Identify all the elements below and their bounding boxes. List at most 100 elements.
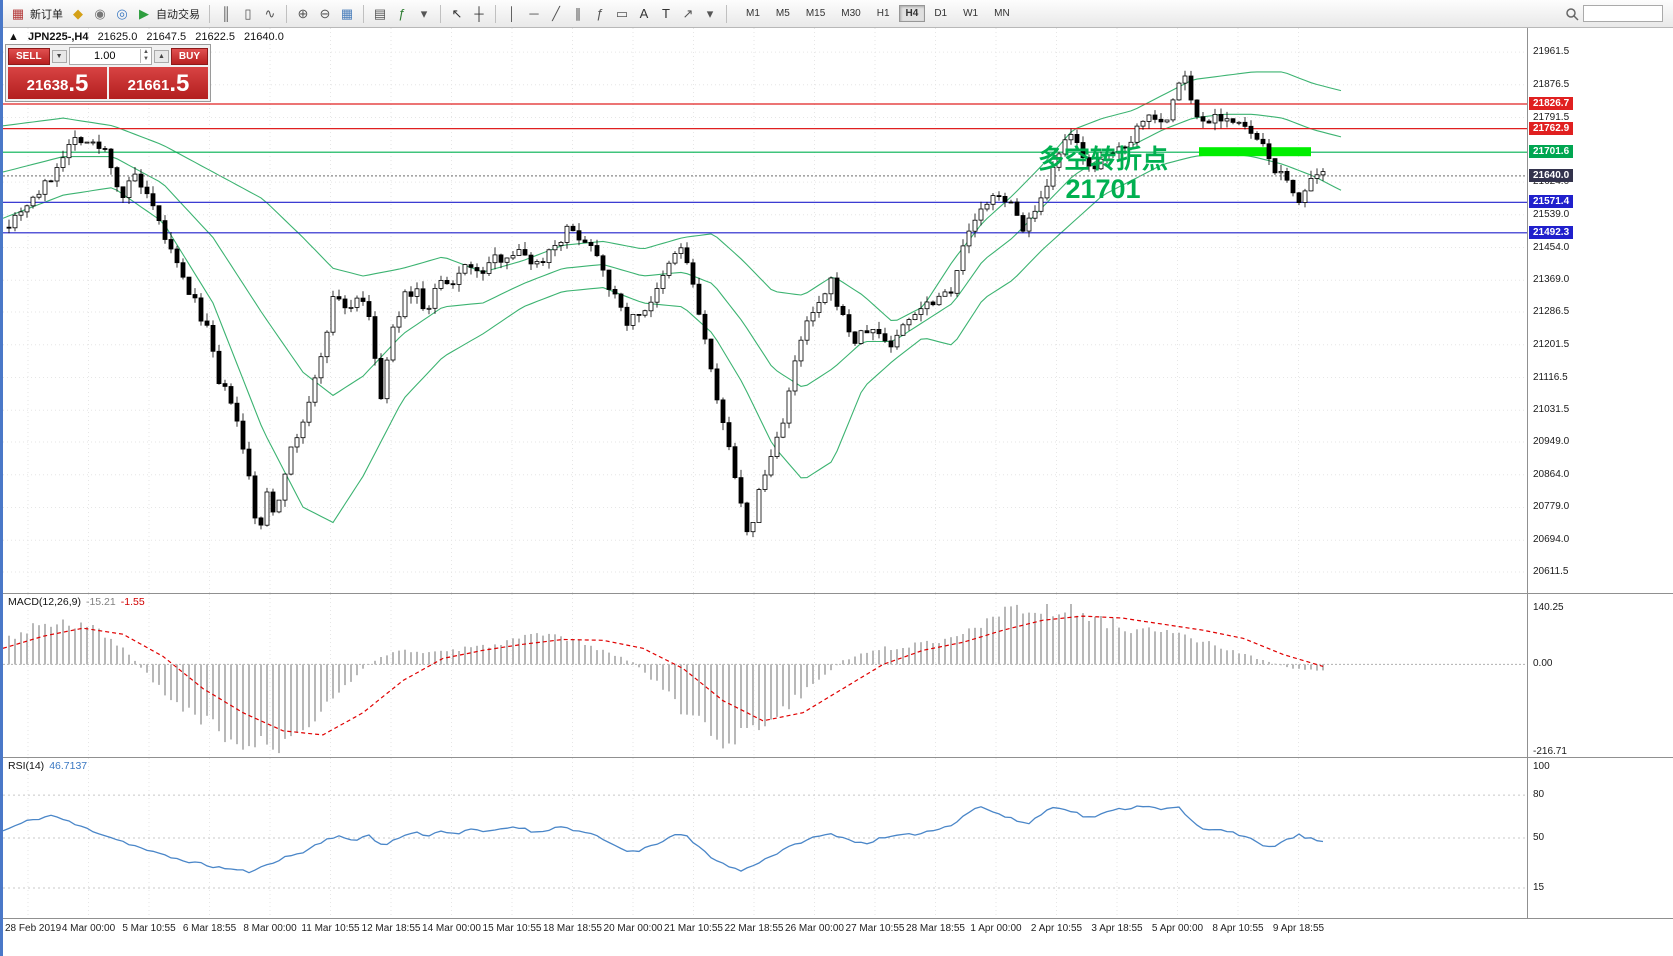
- time-axis-label: 2 Apr 10:55: [1030, 923, 1083, 934]
- time-axis[interactable]: 28 Feb 2019 4 Mar 00:00 5 Mar 10:55 6 Mar 1…: [3, 919, 1673, 956]
- time-axis-label: 27 Mar 10:55: [845, 923, 905, 934]
- zoom-out-icon[interactable]: ⊖: [319, 5, 331, 21]
- vertical-line-icon[interactable]: │: [507, 6, 517, 21]
- timeframe-d1[interactable]: D1: [934, 8, 948, 19]
- time-axis-label: 21 Mar 10:55: [664, 923, 723, 934]
- price-tick-label: 21286.5: [1533, 306, 1570, 317]
- buy-dropdown-icon[interactable]: ▲: [153, 49, 169, 63]
- horizontal-line-icon[interactable]: ─: [529, 6, 539, 21]
- toolbar-separator: [286, 4, 287, 23]
- buy-price-box[interactable]: 21661 .5: [109, 67, 208, 99]
- volume-value[interactable]: 1.00: [94, 50, 116, 62]
- sell-price-box[interactable]: 21638 .5: [8, 67, 107, 99]
- timeframe-m5[interactable]: M5: [775, 8, 790, 19]
- buy-price-frac: .5: [169, 70, 190, 97]
- rsi-chart-area[interactable]: RSI(14) 46.7137: [3, 758, 1527, 918]
- ohlc-low: 21622.5: [195, 31, 235, 43]
- fibonacci-icon[interactable]: ƒ: [596, 6, 604, 21]
- tools-dropdown-icon[interactable]: ▾: [706, 5, 714, 21]
- price-tick-label: 20779.0: [1533, 501, 1570, 512]
- cursor-icon[interactable]: ↖: [451, 5, 463, 21]
- autotrading-icon[interactable]: ▶: [139, 5, 149, 21]
- tile-windows-icon[interactable]: ▦: [340, 5, 354, 21]
- price-tick-label: 21961.5: [1533, 46, 1570, 57]
- text-tool-icon[interactable]: A: [639, 6, 649, 21]
- label-tool-icon[interactable]: T: [662, 6, 670, 21]
- timeframe-m30[interactable]: M30: [841, 8, 861, 19]
- arrow-tool-icon[interactable]: ↗: [682, 5, 694, 21]
- price-chart-svg[interactable]: [3, 28, 1527, 593]
- macd-axis: 140.25 0.00 -216.71: [1527, 594, 1672, 757]
- time-axis-label: 28 Feb 2019: [5, 923, 62, 934]
- spinner-up-icon[interactable]: ▲: [142, 49, 149, 55]
- indicators-dropdown-icon[interactable]: ▾: [420, 5, 428, 21]
- channel-icon[interactable]: ∥: [574, 5, 582, 21]
- annotation-text: 多空转折点: [1037, 144, 1168, 174]
- time-axis-label: 9 Apr 18:55: [1272, 923, 1325, 934]
- macd-tick-label: 0.00: [1533, 658, 1553, 669]
- autotrading-label[interactable]: 自动交易: [156, 8, 200, 21]
- indicators-icon[interactable]: ƒ: [398, 6, 406, 21]
- time-axis-label: 4 Mar 00:00: [61, 923, 116, 934]
- price-level-badge: 21571.4: [1529, 195, 1574, 208]
- time-axis-label: 1 Apr 00:00: [970, 923, 1022, 934]
- price-tick-label: 21454.0: [1533, 242, 1570, 253]
- timeframe-mn[interactable]: MN: [994, 8, 1010, 19]
- favorites-icon[interactable]: ◆: [73, 5, 83, 21]
- crosshair-icon[interactable]: ┼: [474, 6, 484, 21]
- spinner-down-icon[interactable]: ▼: [142, 56, 149, 62]
- price-tick-label: 20864.0: [1533, 469, 1570, 480]
- macd-chart-svg[interactable]: [3, 594, 1527, 757]
- time-axis-label: 28 Mar 18:55: [906, 923, 965, 934]
- candlestick-chart-icon[interactable]: ▯: [244, 5, 252, 21]
- collapse-panel-icon[interactable]: ▲: [8, 31, 19, 43]
- new-order-label[interactable]: 新订单: [30, 8, 63, 21]
- toolbar-separator: [363, 4, 364, 23]
- profile-icon[interactable]: ◉: [94, 5, 106, 21]
- volume-spinner[interactable]: ▲ ▼: [139, 49, 151, 63]
- search-input[interactable]: [1583, 5, 1663, 22]
- zoom-in-icon[interactable]: ⊕: [297, 5, 309, 21]
- price-tick-label: 20611.5: [1533, 566, 1569, 577]
- time-axis-label: 22 Mar 18:55: [724, 923, 784, 934]
- new-order-icon[interactable]: ▦: [11, 5, 25, 21]
- sell-price-frac: .5: [68, 70, 89, 97]
- rsi-axis: 100 80 50 15: [1527, 758, 1672, 918]
- toolbar-icon-group: ▦ 新订单 ◆ ◉ ◎ ▶ 自动交易 ║ ▯ ∿ ⊕ ⊖ ▦ ▤ ƒ ▾ ↖ ┼ │ ─ ╱ ∥ ƒ ▭ A T ↗ ▾: [7, 4, 732, 24]
- time-axis-label: 5 Mar 10:55: [122, 923, 176, 934]
- rsi-chart-svg[interactable]: [3, 758, 1527, 918]
- timeframe-m1[interactable]: M1: [746, 8, 760, 19]
- price-tick-label: 20949.0: [1533, 436, 1570, 447]
- timeframe-m15[interactable]: M15: [805, 8, 826, 19]
- price-level-badge: 21701.6: [1529, 145, 1574, 158]
- time-axis-label: 20 Mar 00:00: [603, 923, 663, 934]
- rsi-tick-label: 80: [1533, 789, 1545, 800]
- macd-name: MACD(12,26,9): [8, 596, 81, 608]
- price-level-badge: 21762.9: [1529, 122, 1574, 135]
- timeframe-w1[interactable]: W1: [963, 8, 979, 19]
- line-chart-icon[interactable]: ∿: [264, 5, 276, 21]
- toolbar-separator: [726, 4, 727, 23]
- macd-chart-area[interactable]: MACD(12,26,9) -15.21 -1.55: [3, 594, 1527, 757]
- trendline-icon[interactable]: ╱: [552, 5, 560, 21]
- buy-button[interactable]: BUY: [170, 47, 208, 65]
- sell-dropdown-icon[interactable]: ▼: [51, 49, 67, 63]
- price-tick-label: 21116.5: [1533, 372, 1568, 383]
- one-click-trade-panel: SELL ▼ 1.00 ▲ ▼ ▲ BUY 21638 .: [5, 44, 211, 102]
- community-icon[interactable]: ◎: [116, 5, 128, 21]
- price-level-badge: 21826.7: [1529, 97, 1574, 110]
- shapes-icon[interactable]: ▭: [615, 5, 629, 21]
- search-icon[interactable]: [1565, 7, 1579, 21]
- toolbar-separator: [440, 4, 441, 23]
- arrange-icon[interactable]: ▤: [373, 5, 387, 21]
- timeframe-h1[interactable]: H1: [876, 8, 890, 19]
- timeframe-h4[interactable]: H4: [898, 5, 926, 22]
- volume-field[interactable]: 1.00 ▲ ▼: [68, 47, 152, 65]
- sell-button[interactable]: SELL: [8, 47, 50, 65]
- bar-chart-icon[interactable]: ║: [221, 6, 231, 21]
- macd-label: MACD(12,26,9) -15.21 -1.55: [8, 596, 145, 608]
- time-axis-label: 15 Mar 10:55: [482, 923, 542, 934]
- price-chart-area[interactable]: ▲ JPN225-,H4 21625.0 21647.5 21622.5 216…: [3, 28, 1527, 593]
- rsi-value: 46.7137: [49, 760, 88, 772]
- price-tick-label: 21539.0: [1533, 209, 1570, 220]
